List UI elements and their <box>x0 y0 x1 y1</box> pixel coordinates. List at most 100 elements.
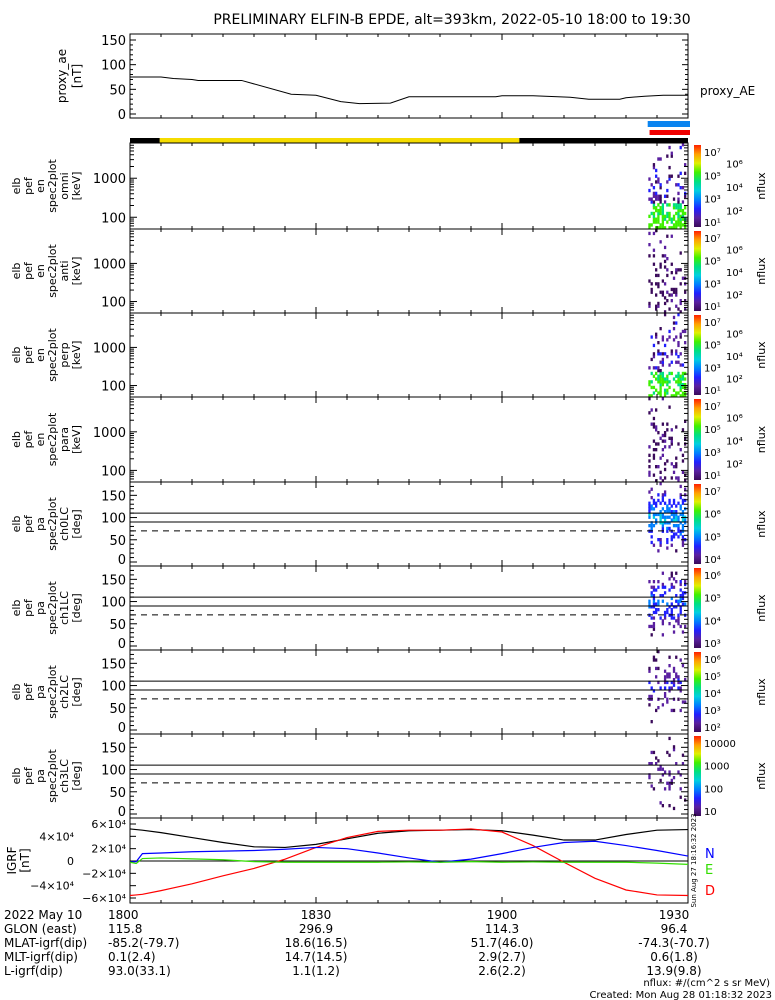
heatmap-cell <box>659 290 662 294</box>
heatmap-cell <box>681 526 685 531</box>
heatmap-cell <box>672 518 676 522</box>
heatmap-cell <box>659 521 662 525</box>
heatmap-cell <box>670 174 673 178</box>
heatmap-cell <box>679 377 682 381</box>
heatmap-cell <box>657 374 660 378</box>
heatmap-cell <box>657 180 660 184</box>
heatmap-cell <box>663 467 667 472</box>
heatmap-cell <box>661 498 665 503</box>
heatmap-cell <box>675 599 678 603</box>
heatmap-cell <box>668 675 671 679</box>
heatmap-cell <box>675 220 678 224</box>
heatmap-cell <box>670 220 673 224</box>
heatmap-cell <box>652 605 656 609</box>
heatmap-cell <box>681 391 685 395</box>
heatmap-cell <box>663 490 667 494</box>
heatmap-cell <box>661 214 665 219</box>
heatmap-cell <box>677 680 680 685</box>
heatmap-cell <box>679 332 682 336</box>
heatmap-cell <box>657 211 660 216</box>
colorbar <box>694 231 701 311</box>
heatmap-cell <box>659 543 662 547</box>
heatmap-cell <box>648 214 651 219</box>
colorbar-label: nflux <box>755 678 768 706</box>
y-tick-label: 100 <box>101 680 126 695</box>
heatmap-cell <box>679 310 682 314</box>
heatmap-cell <box>670 234 673 238</box>
heatmap-cell <box>677 622 680 626</box>
heatmap-cell <box>666 355 669 359</box>
colorbar-label: nflux <box>755 425 768 453</box>
heatmap-cell <box>679 220 682 224</box>
heatmap-cell <box>659 476 662 480</box>
y-tick-label: 150 <box>101 34 126 49</box>
heatmap-cell <box>675 571 678 575</box>
heatmap-cell <box>666 257 669 261</box>
heatmap-cell <box>663 226 667 230</box>
y-axis-label: en <box>34 179 47 193</box>
heatmap-cell <box>668 622 671 626</box>
heatmap-cell <box>648 669 651 673</box>
heatmap-cell <box>679 532 682 536</box>
heatmap-cell <box>679 335 682 339</box>
colorbar-tick-label: 10000 <box>704 739 736 750</box>
y-tick-label: 0 <box>118 553 126 568</box>
y-tick-label: 100 <box>101 764 126 779</box>
heatmap-cell <box>648 301 651 306</box>
heatmap-cell <box>657 220 660 224</box>
heatmap-cell <box>681 385 685 390</box>
heatmap-cell <box>661 211 665 216</box>
heatmap-cell <box>648 501 651 505</box>
heatmap-cell <box>675 675 678 679</box>
sunlight-bar-shadow <box>519 138 688 143</box>
heatmap-cell <box>672 577 676 581</box>
colorbar-tick-label: 10² <box>704 723 721 734</box>
legend-E: E <box>705 863 713 878</box>
y-axis-label: spec2plot <box>46 244 59 298</box>
heatmap-cell <box>677 360 680 364</box>
y-axis-label: [deg] <box>70 593 83 622</box>
heatmap-cell <box>672 327 676 331</box>
heatmap-cell <box>657 197 660 201</box>
heatmap-cell <box>648 694 651 699</box>
heatmap-cell <box>677 529 680 533</box>
heatmap-cell <box>677 313 680 317</box>
heatmap-cell <box>657 549 660 553</box>
heatmap-cell <box>666 268 669 272</box>
heatmap-cell <box>677 686 680 690</box>
heatmap-cell <box>679 512 682 517</box>
heatmap-cell <box>659 194 662 198</box>
heatmap-cell <box>657 585 660 589</box>
heatmap-cell <box>675 394 678 398</box>
y-tick-label: 1000 <box>93 426 126 441</box>
heatmap-cell <box>666 422 669 426</box>
heatmap-cell <box>681 143 685 147</box>
heatmap-cell <box>675 605 678 609</box>
heatmap-cell <box>670 535 673 539</box>
y-axis-label: elb <box>10 431 23 448</box>
heatmap-cell <box>679 282 682 286</box>
heatmap-cell <box>648 703 651 707</box>
heatmap-cell <box>661 524 665 528</box>
heatmap-cell <box>670 436 673 440</box>
colorbar-tick-label: 10¹ <box>704 386 721 397</box>
proxy-ae-panel <box>129 33 689 119</box>
y-axis-label: spec2plot <box>46 159 59 213</box>
y-axis-label: IGRF <box>5 846 19 874</box>
heatmap-cell <box>652 254 656 258</box>
heatmap-cell <box>650 605 653 609</box>
heatmap-cell <box>657 349 660 353</box>
heatmap-cell <box>659 327 662 331</box>
colorbar-tick-label: 10⁴ <box>726 268 743 279</box>
heatmap-cell <box>652 214 656 219</box>
heatmap-cell <box>655 206 658 210</box>
heatmap-cell <box>670 271 673 275</box>
heatmap-cell <box>684 341 687 345</box>
colorbar-tick-label: 10⁶ <box>704 571 721 582</box>
heatmap-cell <box>684 223 687 227</box>
heatmap-cell <box>663 476 667 480</box>
colorbar-tick-label: 10⁴ <box>704 616 721 627</box>
heatmap-cell <box>657 369 660 373</box>
heatmap-cell <box>661 767 665 771</box>
heatmap-cell <box>684 624 687 629</box>
